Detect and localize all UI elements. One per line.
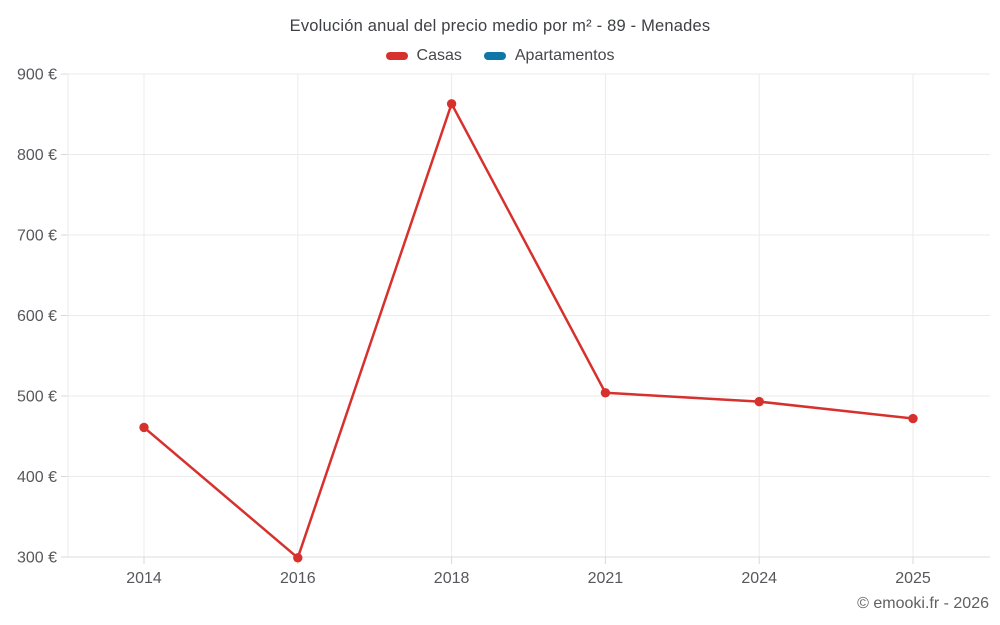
chart-title: Evolución anual del precio medio por m² … (289, 17, 711, 35)
y-tick-label: 700 € (17, 228, 57, 245)
x-tick-label: 2025 (895, 570, 931, 587)
legend: Casas Apartamentos (0, 47, 1000, 65)
legend-label: Apartamentos (514, 47, 615, 64)
data-point-casas-2021[interactable] (600, 388, 611, 398)
legend-swatch-icon (483, 52, 506, 60)
y-tick-label: 500 € (17, 389, 57, 406)
x-tick-label: 2024 (741, 570, 777, 587)
data-point-casas-2016[interactable] (293, 553, 303, 563)
legend-item-casas[interactable]: Casas (385, 47, 462, 65)
x-tick-label: 2021 (588, 570, 624, 587)
y-tick-label: 400 € (17, 469, 57, 486)
y-tick-label: 800 € (17, 147, 57, 164)
series-line-casas (142, 102, 915, 560)
y-tick-label: 300 € (17, 550, 57, 567)
x-tick-label: 2014 (126, 570, 162, 587)
legend-swatch-icon (385, 52, 408, 60)
data-point-casas-2025[interactable] (908, 413, 918, 424)
data-point-casas-2014[interactable] (139, 422, 149, 433)
copyright-footer: © emooki.fr - 2026 (857, 595, 989, 612)
x-tick-label: 2018 (434, 570, 470, 587)
legend-item-apartamentos[interactable]: Apartamentos (483, 47, 615, 65)
data-point-casas-2024[interactable] (754, 396, 764, 407)
y-tick-label: 900 € (17, 67, 57, 84)
data-point-casas-2018[interactable] (446, 99, 457, 109)
x-tick-label: 2016 (280, 570, 316, 587)
y-tick-label: 600 € (17, 308, 57, 325)
legend-label: Casas (416, 47, 462, 64)
